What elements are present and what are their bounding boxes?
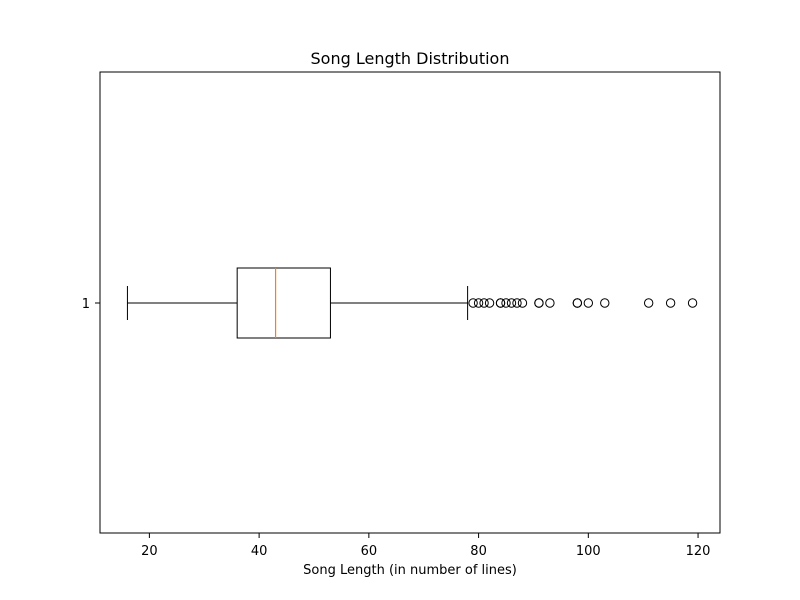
iqr-box <box>236 267 331 339</box>
chart-title: Song Length Distribution <box>311 49 510 68</box>
outlier-point <box>484 298 495 308</box>
outlier-point <box>534 298 544 308</box>
x-tick-label: 60 <box>361 544 378 559</box>
y-axis: 1 <box>82 297 100 312</box>
outlier-point <box>643 298 654 308</box>
outlier-point <box>495 298 506 308</box>
outlier-point <box>479 298 489 308</box>
outlier-point <box>665 298 676 308</box>
outlier-point <box>473 298 484 308</box>
outlier-point <box>506 298 517 308</box>
x-tick-label: 40 <box>251 544 268 559</box>
x-axis-label: Song Length (in number of lines) <box>303 563 517 578</box>
x-tick-label: 20 <box>141 544 158 559</box>
outlier-point <box>468 298 478 308</box>
y-tick-label: 1 <box>82 297 90 312</box>
outlier-point <box>517 298 528 308</box>
x-tick-label: 80 <box>470 544 487 559</box>
outlier-point <box>512 298 522 308</box>
outlier-point <box>687 298 698 308</box>
x-axis: 20 40 60 80 100 120 <box>141 533 710 559</box>
boxplot-layer <box>126 267 698 339</box>
outlier-point <box>600 298 610 308</box>
outlier-point <box>583 298 594 308</box>
x-tick-label: 120 <box>686 544 711 559</box>
x-tick-label: 100 <box>576 544 601 559</box>
outlier-point <box>572 298 583 308</box>
outlier-point <box>501 298 511 308</box>
outlier-point <box>545 298 555 308</box>
